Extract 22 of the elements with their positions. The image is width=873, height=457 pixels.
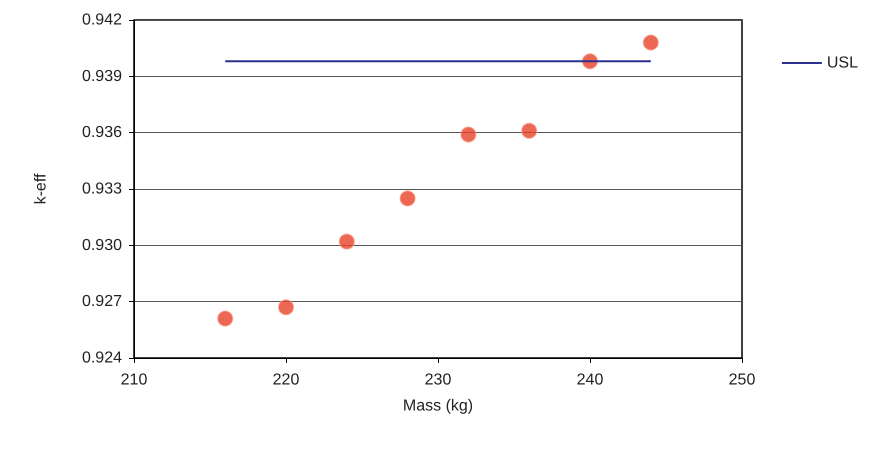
point bbox=[217, 310, 234, 327]
y-tick-label: 0.936 bbox=[82, 124, 122, 142]
x-tick-label: 250 bbox=[728, 372, 756, 388]
x-tick-label: 230 bbox=[424, 372, 452, 388]
point bbox=[642, 34, 659, 51]
legend-label: USL bbox=[826, 54, 858, 72]
y-tick-label: 0.939 bbox=[82, 68, 122, 85]
x-tick-label: 210 bbox=[120, 372, 148, 388]
y-tick-label: 0.942 bbox=[82, 12, 122, 28]
y-tick-label: 0.924 bbox=[82, 350, 122, 366]
point bbox=[521, 122, 538, 139]
y-tick-label: 0.933 bbox=[82, 180, 122, 198]
y-axis-title: k-eff bbox=[32, 173, 50, 204]
point bbox=[460, 126, 476, 143]
x-tick-label: 240 bbox=[576, 372, 604, 388]
x-tick-label: 220 bbox=[272, 372, 300, 388]
point bbox=[338, 234, 355, 250]
y-tick-label: 0.930 bbox=[82, 236, 122, 254]
x-axis-title: Mass (kg) bbox=[402, 398, 474, 414]
y-tick-label: 0.927 bbox=[82, 293, 122, 310]
point bbox=[400, 190, 416, 206]
point bbox=[278, 299, 294, 316]
